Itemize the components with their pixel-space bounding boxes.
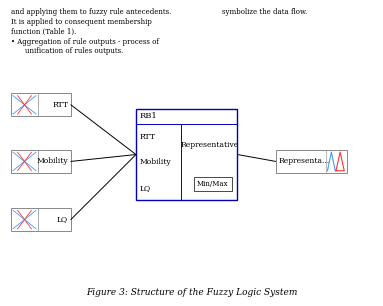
Text: • Aggregation of rule outputs - process of: • Aggregation of rule outputs - process … — [11, 38, 159, 46]
Text: Figure 3: Structure of the Fuzzy Logic System: Figure 3: Structure of the Fuzzy Logic S… — [86, 288, 297, 297]
Text: Min/Max: Min/Max — [197, 180, 229, 188]
Text: unification of rules outputs.: unification of rules outputs. — [25, 47, 123, 55]
Bar — [193, 177, 232, 191]
Text: Mobility: Mobility — [140, 158, 172, 166]
Bar — [11, 208, 71, 231]
Bar — [276, 150, 347, 173]
Text: It is applied to consequent membership: It is applied to consequent membership — [11, 18, 152, 26]
Text: Mobility: Mobility — [36, 157, 68, 166]
Bar — [136, 109, 237, 200]
Text: Representative: Representative — [181, 141, 239, 149]
Text: LQ: LQ — [57, 215, 68, 224]
Text: RTT: RTT — [140, 133, 156, 141]
Text: symbolize the data flow.: symbolize the data flow. — [222, 8, 308, 16]
Bar — [11, 93, 71, 116]
Text: Representa...: Representa... — [278, 157, 329, 166]
Text: LQ: LQ — [140, 184, 151, 192]
Text: RTT: RTT — [52, 101, 68, 109]
Text: function (Table 1).: function (Table 1). — [11, 28, 77, 35]
Bar — [11, 150, 71, 173]
Text: and applying them to fuzzy rule antecedents.: and applying them to fuzzy rule antecede… — [11, 8, 172, 16]
Text: RB1: RB1 — [140, 112, 157, 121]
